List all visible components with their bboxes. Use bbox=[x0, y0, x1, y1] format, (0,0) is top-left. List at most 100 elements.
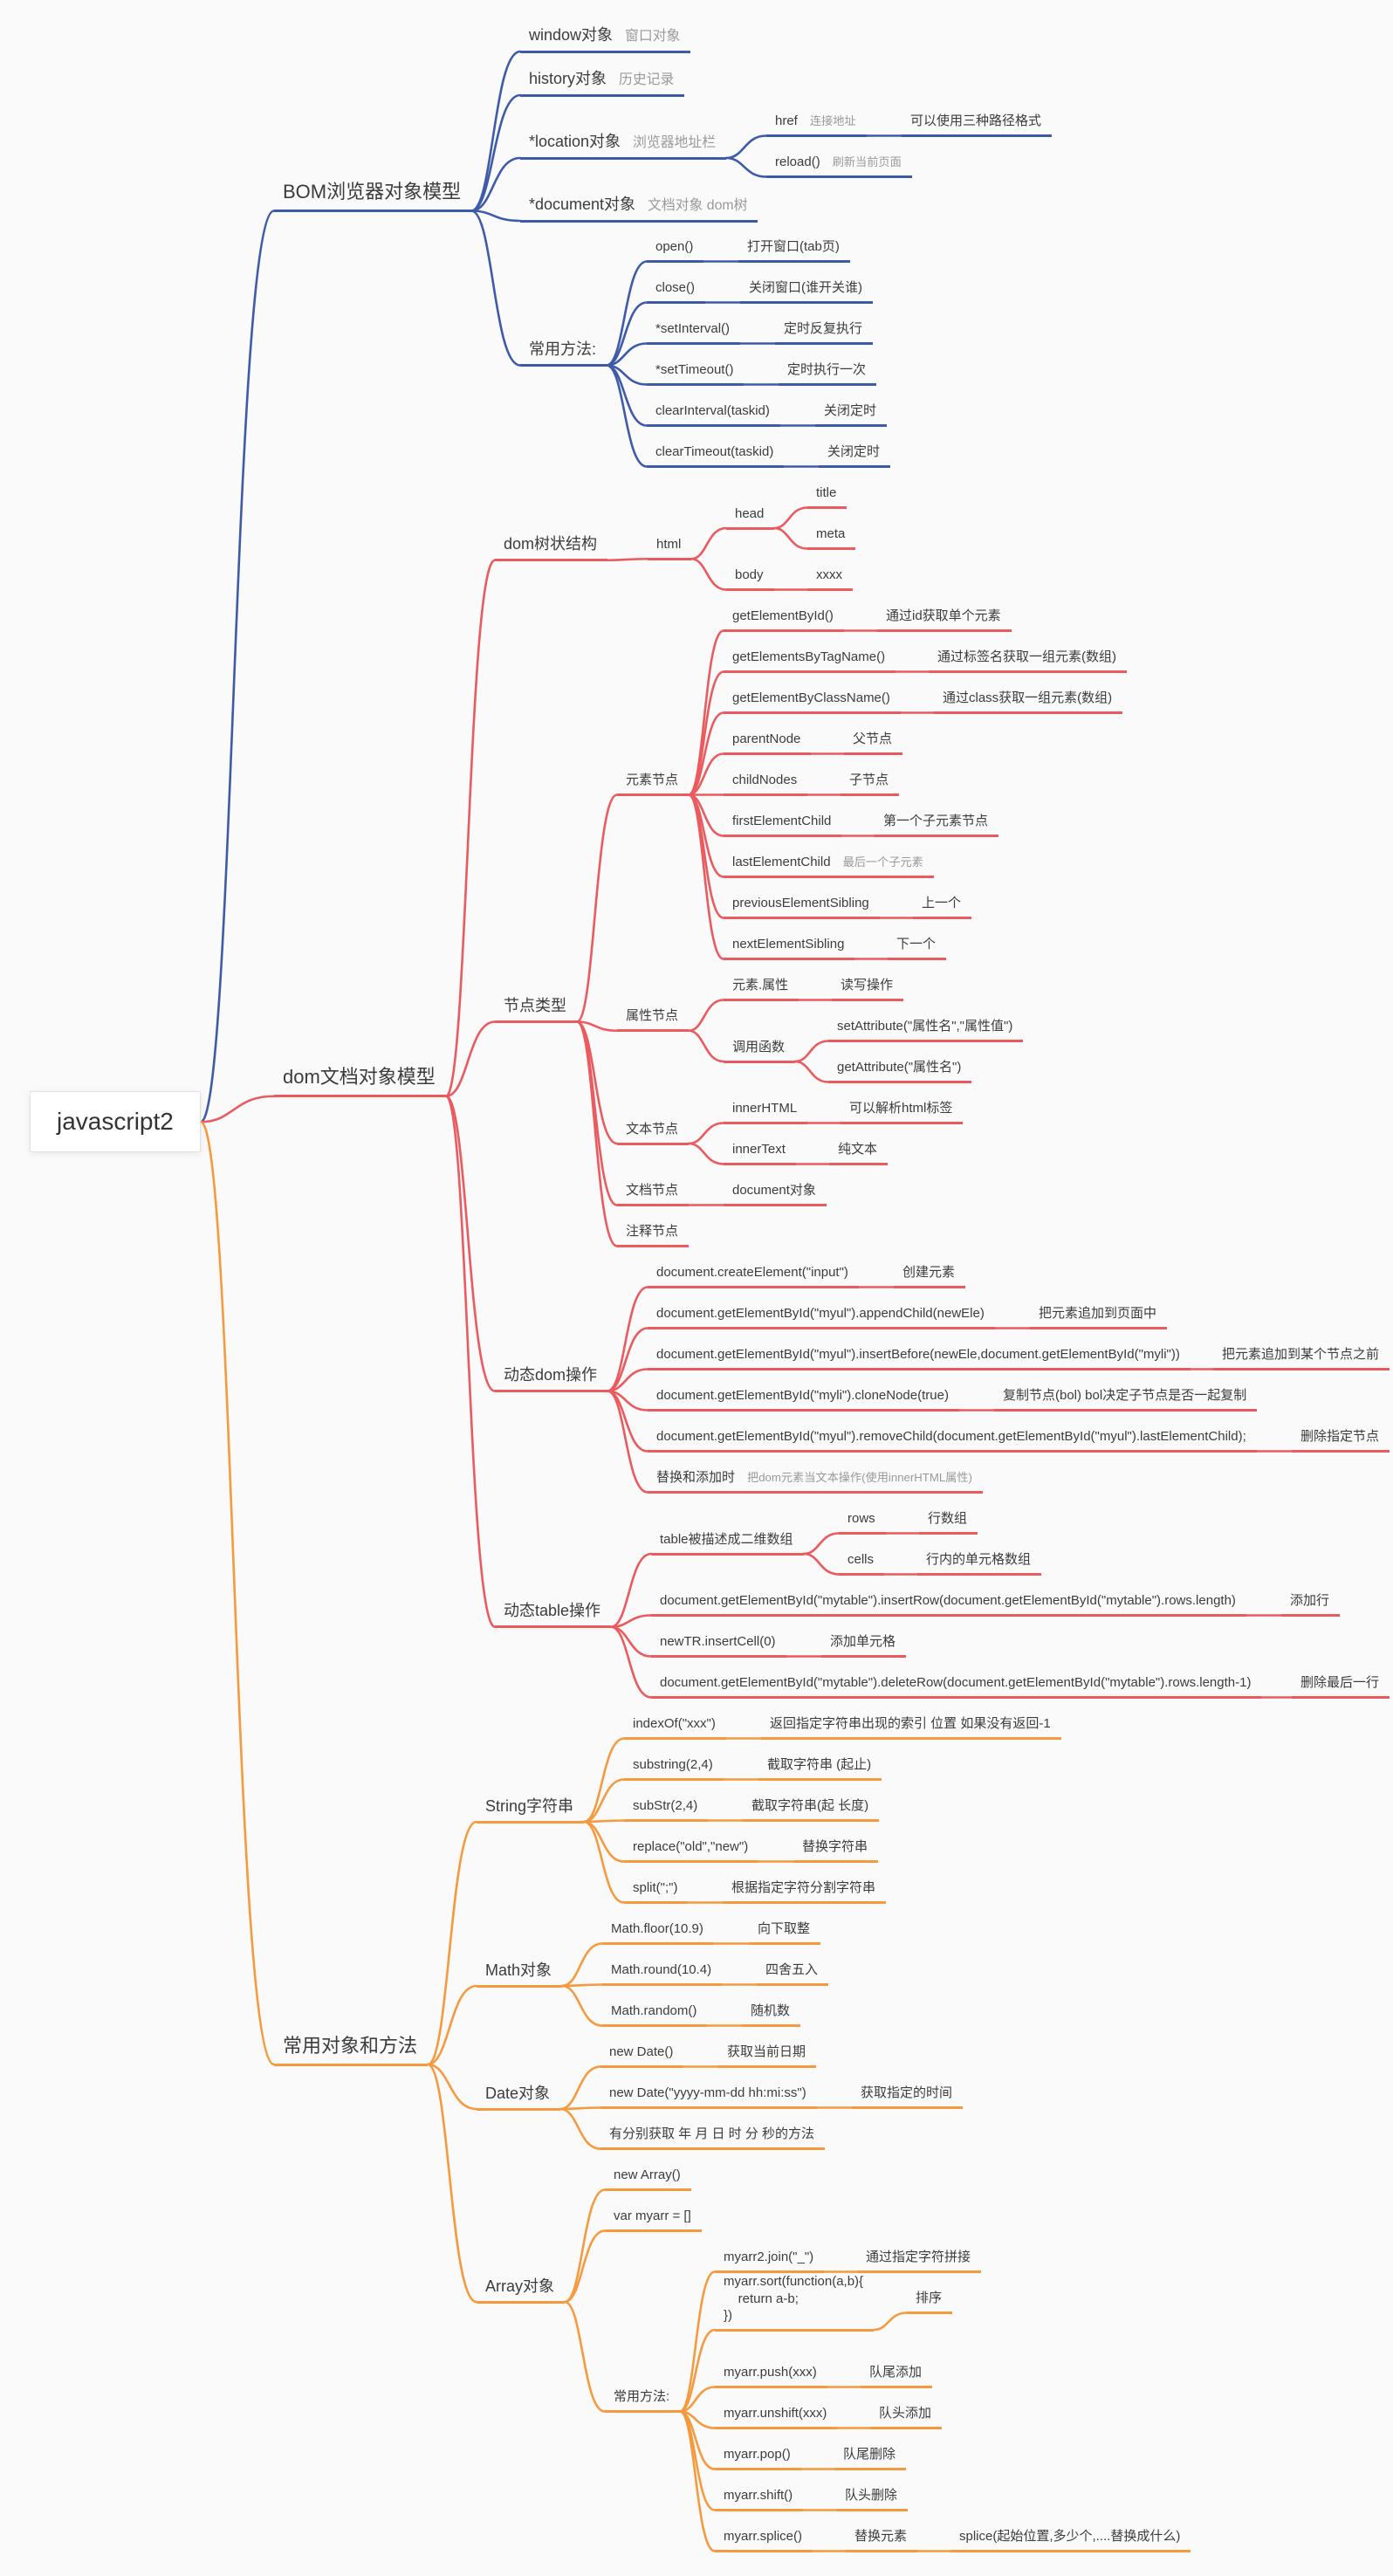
topic[interactable]: 上一个 bbox=[913, 893, 972, 919]
topic[interactable]: 队尾删除 bbox=[834, 2444, 907, 2470]
topic[interactable]: 截取字符串 (起止) bbox=[758, 1755, 882, 1781]
topic[interactable]: 通过id获取单个元素 bbox=[877, 606, 1012, 632]
topic[interactable]: 把元素追加到页面中 bbox=[1030, 1303, 1168, 1329]
topic[interactable]: *setTimeout() bbox=[647, 360, 745, 386]
topic[interactable]: clearTimeout(taskid) bbox=[647, 442, 785, 468]
topic[interactable]: 属性节点 bbox=[617, 1006, 690, 1032]
topic[interactable]: 替换字符串 bbox=[793, 1837, 879, 1863]
topic[interactable]: 通过标签名获取一组元素(数组) bbox=[929, 647, 1127, 673]
topic[interactable]: 删除最后一行 bbox=[1292, 1673, 1390, 1699]
topic[interactable]: 定时执行一次 bbox=[779, 360, 877, 386]
topic[interactable]: 读写操作 bbox=[832, 975, 904, 1001]
topic[interactable]: 通过指定字符拼接 bbox=[857, 2247, 982, 2273]
topic[interactable]: 截取字符串(起 长度) bbox=[743, 1796, 880, 1822]
topic[interactable]: 返回指定字符串出现的索引 位置 如果没有返回-1 bbox=[761, 1714, 1061, 1740]
topic[interactable]: 常用方法: bbox=[605, 2387, 681, 2413]
topic[interactable]: 四舍五入 bbox=[757, 1960, 829, 1986]
topic[interactable]: splice(起始位置,多少个,....替换成什么) bbox=[950, 2526, 1191, 2552]
topic[interactable]: myarr.shift() bbox=[715, 2485, 804, 2511]
root-topic[interactable]: javascript2 bbox=[30, 1091, 201, 1153]
topic[interactable]: html bbox=[648, 534, 692, 560]
topic[interactable]: cells bbox=[839, 1549, 885, 1576]
topic[interactable]: xxxx bbox=[807, 565, 853, 591]
topic[interactable]: Date对象 bbox=[477, 2082, 561, 2112]
topic[interactable]: head bbox=[726, 504, 775, 530]
topic[interactable]: 向下取整 bbox=[749, 1919, 821, 1945]
topic[interactable]: previousElementSibling bbox=[724, 893, 880, 919]
topic[interactable]: nextElementSibling bbox=[724, 934, 855, 960]
topic[interactable]: getElementByClassName() bbox=[724, 688, 901, 714]
topic[interactable]: document.getElementById("mytable").inser… bbox=[651, 1590, 1246, 1617]
topic[interactable]: Math.round(10.4) bbox=[602, 1960, 723, 1986]
topic[interactable]: open() bbox=[647, 237, 704, 263]
topic[interactable]: myarr.sort(function(a,b){ return a-b; }) bbox=[715, 2271, 875, 2332]
topic[interactable]: 第一个子元素节点 bbox=[875, 811, 999, 837]
topic[interactable]: 队头添加 bbox=[870, 2403, 943, 2429]
topic[interactable]: getElementsByTagName() bbox=[724, 647, 896, 673]
topic[interactable]: 父节点 bbox=[844, 729, 903, 755]
topic[interactable]: getAttribute("属性名") bbox=[828, 1057, 972, 1083]
topic[interactable]: Array对象 bbox=[477, 2275, 566, 2305]
topic[interactable]: document.getElementById("myli").cloneNod… bbox=[648, 1385, 959, 1412]
topic[interactable]: document.getElementById("mytable").delet… bbox=[651, 1673, 1262, 1699]
topic[interactable]: split(";") bbox=[624, 1878, 689, 1904]
topic[interactable]: document.getElementById("myul").appendCh… bbox=[648, 1303, 995, 1329]
topic[interactable]: 节点类型 bbox=[495, 994, 577, 1024]
topic[interactable]: Math.floor(10.9) bbox=[602, 1919, 714, 1945]
topic[interactable]: table被描述成二维数组 bbox=[651, 1529, 804, 1556]
topic[interactable]: getElementById() bbox=[724, 606, 844, 632]
topic[interactable]: *document对象 文档对象 dom树 bbox=[520, 193, 758, 223]
topic[interactable]: 动态dom操作 bbox=[495, 1364, 608, 1393]
topic[interactable]: 下一个 bbox=[888, 934, 947, 960]
topic[interactable]: title bbox=[807, 483, 847, 509]
topic[interactable]: String字符串 bbox=[477, 1795, 585, 1824]
topic[interactable]: 获取指定的时间 bbox=[852, 2083, 964, 2109]
topic[interactable]: 关闭定时 bbox=[819, 442, 891, 468]
topic[interactable]: myarr.pop() bbox=[715, 2444, 801, 2470]
topic[interactable]: 文档节点 bbox=[617, 1180, 690, 1206]
topic[interactable]: new Date() bbox=[600, 2042, 684, 2068]
topic[interactable]: href 连接地址 bbox=[766, 111, 867, 137]
topic[interactable]: newTR.insertCell(0) bbox=[651, 1631, 786, 1658]
topic[interactable]: myarr.unshift(xxx) bbox=[715, 2403, 838, 2429]
topic[interactable]: 创建元素 bbox=[894, 1262, 966, 1288]
topic[interactable]: 有分别获取 年 月 日 时 分 秒的方法 bbox=[600, 2124, 826, 2150]
branch-topic[interactable]: 常用对象和方法 bbox=[274, 2032, 429, 2066]
topic[interactable]: firstElementChild bbox=[724, 811, 842, 837]
branch-topic[interactable]: BOM浏览器对象模型 bbox=[274, 178, 472, 212]
topic[interactable]: 把元素追加到某个节点之前 bbox=[1213, 1344, 1390, 1370]
topic[interactable]: new Date("yyyy-mm-dd hh:mi:ss") bbox=[600, 2083, 817, 2109]
topic[interactable]: lastElementChild 最后一个子元素 bbox=[724, 852, 934, 878]
topic[interactable]: 删除指定节点 bbox=[1292, 1426, 1390, 1453]
topic[interactable]: myarr.push(xxx) bbox=[715, 2362, 827, 2388]
topic[interactable]: 可以使用三种路径格式 bbox=[902, 111, 1053, 137]
topic[interactable]: myarr2.join("_") bbox=[715, 2247, 825, 2273]
branch-topic[interactable]: dom文档对象模型 bbox=[274, 1063, 446, 1097]
topic[interactable]: 动态table操作 bbox=[495, 1599, 612, 1629]
topic[interactable]: 替换和添加时 把dom元素当文本操作(使用innerHTML属性) bbox=[648, 1467, 983, 1494]
topic[interactable]: 添加单元格 bbox=[821, 1631, 907, 1658]
topic[interactable]: parentNode bbox=[724, 729, 812, 755]
topic[interactable]: 替换元素 bbox=[846, 2526, 918, 2552]
topic[interactable]: Math.random() bbox=[602, 2001, 708, 2027]
topic[interactable]: var myarr = [] bbox=[605, 2206, 702, 2232]
topic[interactable]: Math对象 bbox=[477, 1959, 563, 1989]
topic[interactable]: dom树状结构 bbox=[495, 532, 608, 562]
topic[interactable]: 关闭窗口(谁开关谁) bbox=[740, 278, 873, 304]
topic[interactable]: document.createElement("input") bbox=[648, 1262, 859, 1288]
topic[interactable]: document对象 bbox=[724, 1180, 827, 1206]
topic[interactable]: 可以解析html标签 bbox=[841, 1098, 964, 1124]
topic[interactable]: body bbox=[726, 565, 774, 591]
topic[interactable]: meta bbox=[807, 524, 856, 550]
topic[interactable]: 通过class获取一组元素(数组) bbox=[934, 688, 1123, 714]
topic[interactable]: 元素.属性 bbox=[724, 975, 799, 1001]
topic[interactable]: document.getElementById("myul").removeCh… bbox=[648, 1426, 1257, 1453]
topic[interactable]: 添加行 bbox=[1281, 1590, 1341, 1617]
topic[interactable]: 元素节点 bbox=[617, 770, 690, 796]
topic[interactable]: 排序 bbox=[907, 2288, 953, 2314]
topic[interactable]: replace("old","new") bbox=[624, 1837, 759, 1863]
topic[interactable]: 行数组 bbox=[919, 1508, 978, 1535]
topic[interactable]: 关闭定时 bbox=[815, 401, 888, 427]
topic[interactable]: document.getElementById("myul").insertBe… bbox=[648, 1344, 1191, 1370]
topic[interactable]: childNodes bbox=[724, 770, 808, 796]
